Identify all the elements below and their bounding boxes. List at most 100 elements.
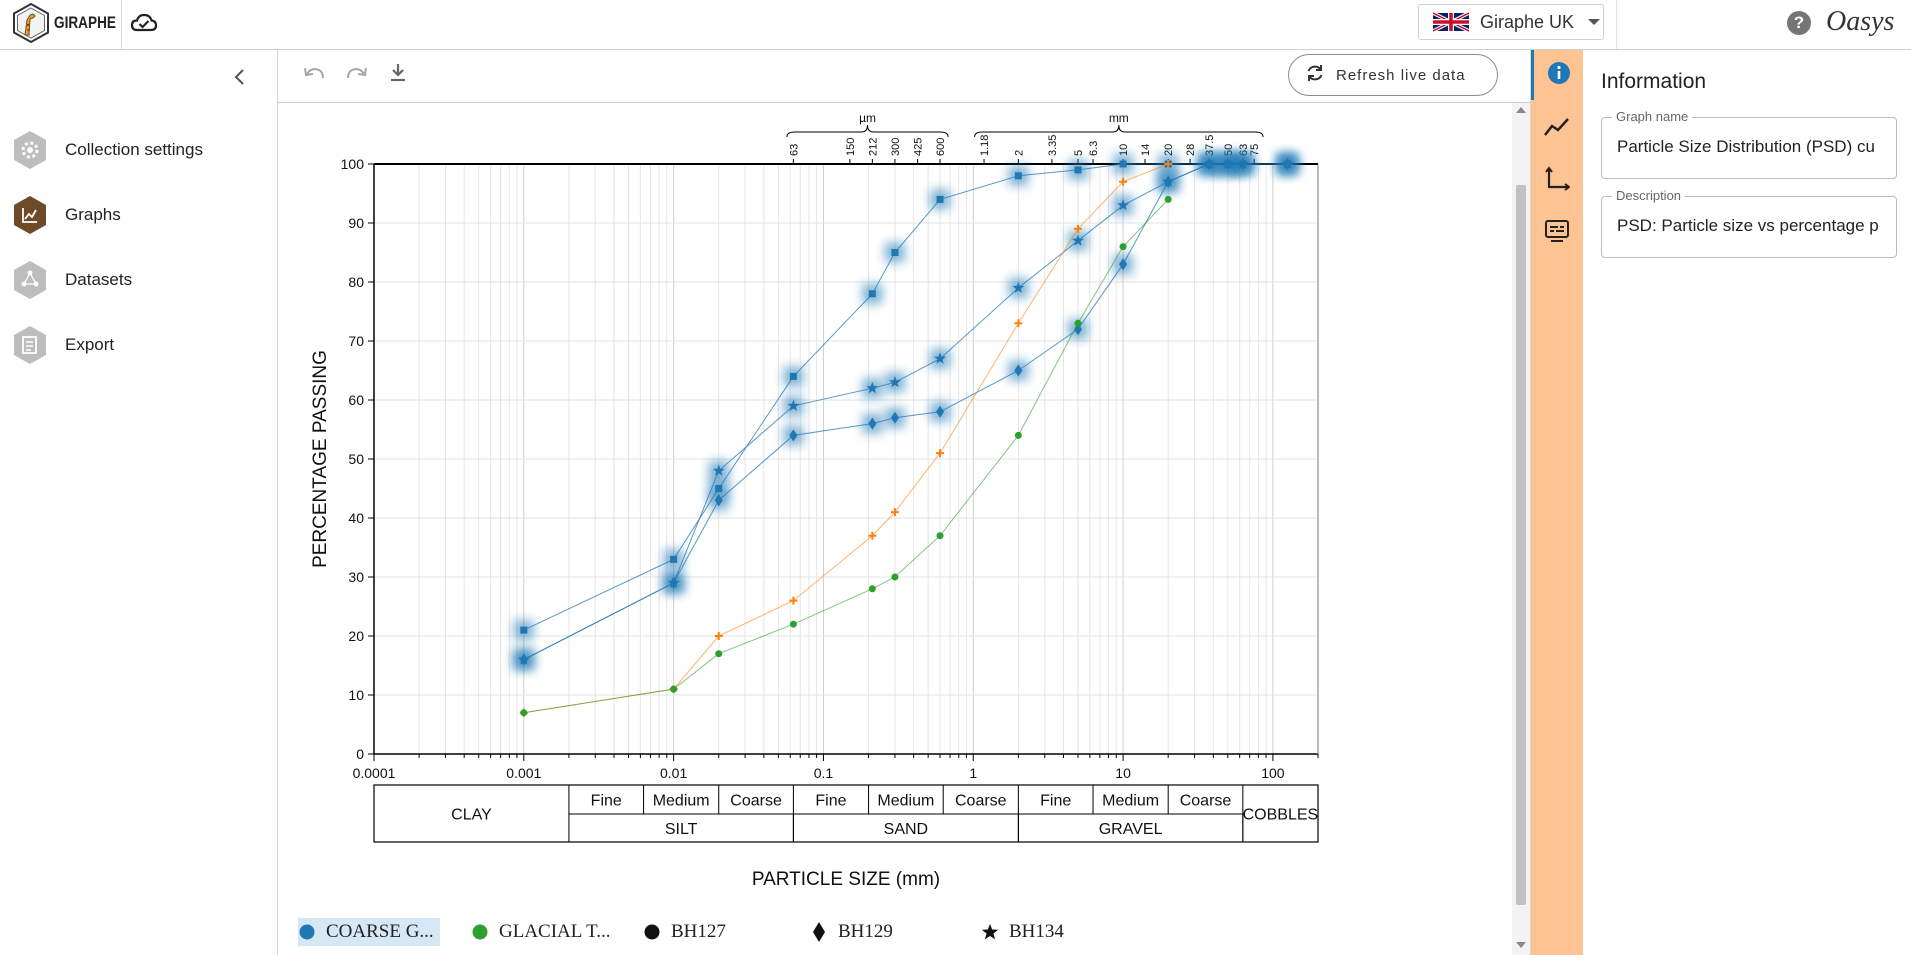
data-point-plus[interactable] <box>1119 177 1128 186</box>
sieve-label-um: 212 <box>867 138 879 156</box>
data-point-circle[interactable] <box>715 650 723 658</box>
data-point-square[interactable] <box>715 485 723 492</box>
data-point-circle[interactable] <box>789 620 797 628</box>
data-point-diamond[interactable] <box>519 653 528 666</box>
scroll-up-arrow[interactable] <box>1516 107 1526 113</box>
y-tick-label: 100 <box>341 156 365 172</box>
sidebar-item-graphs[interactable]: Graphs <box>12 195 121 235</box>
line-chart-icon <box>1543 116 1571 143</box>
scroll-thumb[interactable] <box>1516 185 1526 905</box>
tab-display[interactable] <box>1531 208 1583 258</box>
help-icon[interactable]: ? <box>1787 11 1811 35</box>
data-point-star[interactable] <box>889 376 901 388</box>
sidebar-item-export[interactable]: Export <box>12 325 114 365</box>
data-point-diamond[interactable] <box>669 576 678 589</box>
data-point-square[interactable] <box>891 249 899 256</box>
data-point-square[interactable] <box>1014 172 1022 180</box>
tab-information[interactable] <box>1531 50 1583 100</box>
data-point-diamond[interactable] <box>1205 158 1214 170</box>
data-point-plus[interactable] <box>789 596 798 605</box>
data-point-diamond[interactable] <box>1164 175 1173 188</box>
data-point-star[interactable] <box>712 464 725 476</box>
data-point-diamond[interactable] <box>890 411 899 424</box>
data-point-circle[interactable] <box>868 585 876 593</box>
legend-item[interactable]: GLACIAL T... <box>471 918 611 946</box>
data-point-square[interactable] <box>520 626 528 634</box>
data-point-circle[interactable] <box>1074 319 1082 327</box>
data-point-star[interactable] <box>934 352 946 364</box>
data-point-circle[interactable] <box>1014 431 1022 439</box>
legend-item[interactable]: BH127 <box>643 918 726 946</box>
description-field[interactable]: Description PSD: Particle size vs percen… <box>1601 188 1897 258</box>
giraffe-icon <box>13 3 49 43</box>
redo-icon[interactable] <box>344 62 370 90</box>
data-point-circle[interactable] <box>936 532 944 540</box>
sidebar-item-label: Datasets <box>65 270 133 289</box>
graph-name-input[interactable]: Particle Size Distribution (PSD) cu <box>1617 137 1875 156</box>
sieve-label-mm: 28 <box>1185 144 1197 156</box>
legend-item[interactable]: COARSE G... <box>298 918 440 946</box>
data-point-diamond[interactable] <box>1283 158 1292 170</box>
data-point-square[interactable] <box>670 555 678 563</box>
legend-item[interactable]: BH129 <box>810 918 893 946</box>
series-line-square <box>523 163 1288 631</box>
graph-name-field[interactable]: Graph name Particle Size Distribution (P… <box>1601 109 1897 179</box>
classification-clay: CLAY <box>451 807 492 824</box>
panel-title: Information <box>1601 70 1707 93</box>
uk-flag-icon <box>1433 12 1469 32</box>
classification-medium: Medium <box>1102 793 1159 810</box>
data-point-plus[interactable] <box>1073 224 1082 233</box>
data-point-diamond[interactable] <box>714 494 723 507</box>
x-tick-label: 0.001 <box>506 765 541 781</box>
data-point-star[interactable] <box>1072 234 1084 246</box>
data-point-square[interactable] <box>936 195 944 203</box>
data-point-circle[interactable] <box>670 685 678 693</box>
data-point-circle[interactable] <box>520 709 528 717</box>
sidebar-item-datasets[interactable]: Datasets <box>12 260 132 300</box>
data-point-circle[interactable] <box>1164 195 1172 203</box>
data-point-circle[interactable] <box>1119 243 1127 251</box>
data-point-diamond[interactable] <box>1238 158 1247 170</box>
y-tick-label: 70 <box>348 333 364 349</box>
cloud-sync-icon[interactable] <box>130 10 158 41</box>
undo-icon[interactable] <box>301 62 327 90</box>
data-point-square[interactable] <box>868 290 876 298</box>
download-icon[interactable] <box>387 62 409 90</box>
description-input[interactable]: PSD: Particle size vs percentage p <box>1617 216 1879 235</box>
classification-cobbles: COBBLES <box>1243 807 1319 824</box>
tab-axes[interactable] <box>1531 156 1583 206</box>
main-scrollbar[interactable] <box>1512 103 1530 955</box>
data-point-diamond[interactable] <box>1223 158 1232 170</box>
data-point-plus[interactable] <box>936 449 945 458</box>
psd-chart-svg[interactable]: 0 10 20 30 40 50 60 70 80 90 100 0.0001 0.001 0.01 0.1… <box>290 104 1505 904</box>
legend-label: BH127 <box>671 921 726 942</box>
data-point-star[interactable] <box>866 382 879 394</box>
data-point-diamond[interactable] <box>1119 258 1128 271</box>
data-point-plus[interactable] <box>1014 319 1023 328</box>
data-point-plus[interactable] <box>868 531 877 540</box>
data-point-diamond[interactable] <box>789 429 798 442</box>
collapse-sidebar-icon[interactable] <box>233 67 247 93</box>
sidebar-item-collection-settings[interactable]: Collection settings <box>12 130 203 170</box>
data-point-square[interactable] <box>1119 160 1127 168</box>
data-point-diamond[interactable] <box>868 417 877 430</box>
data-point-plus[interactable] <box>714 632 723 640</box>
data-point-plus[interactable] <box>890 508 899 517</box>
data-point-star[interactable] <box>1117 199 1129 211</box>
giraphe-logo[interactable]: GIRAPHE <box>12 2 131 44</box>
data-point-square[interactable] <box>789 372 797 380</box>
data-point-square[interactable] <box>1074 166 1082 174</box>
data-point-circle[interactable] <box>891 573 899 581</box>
refresh-icon <box>1304 62 1326 88</box>
scroll-down-arrow[interactable] <box>1516 942 1526 948</box>
oasys-brand[interactable]: Oasys <box>1826 6 1895 37</box>
region-selector[interactable]: Giraphe UK <box>1418 4 1604 40</box>
data-point-diamond[interactable] <box>936 405 945 418</box>
refresh-live-data-button[interactable]: Refresh live data <box>1288 54 1498 96</box>
data-point-star[interactable] <box>787 399 800 411</box>
legend-item[interactable]: BH134 <box>981 918 1064 946</box>
data-point-star[interactable] <box>1012 281 1025 293</box>
tab-series[interactable] <box>1531 104 1583 154</box>
data-point-diamond[interactable] <box>1014 364 1023 377</box>
data-point-plus[interactable] <box>1164 160 1173 168</box>
